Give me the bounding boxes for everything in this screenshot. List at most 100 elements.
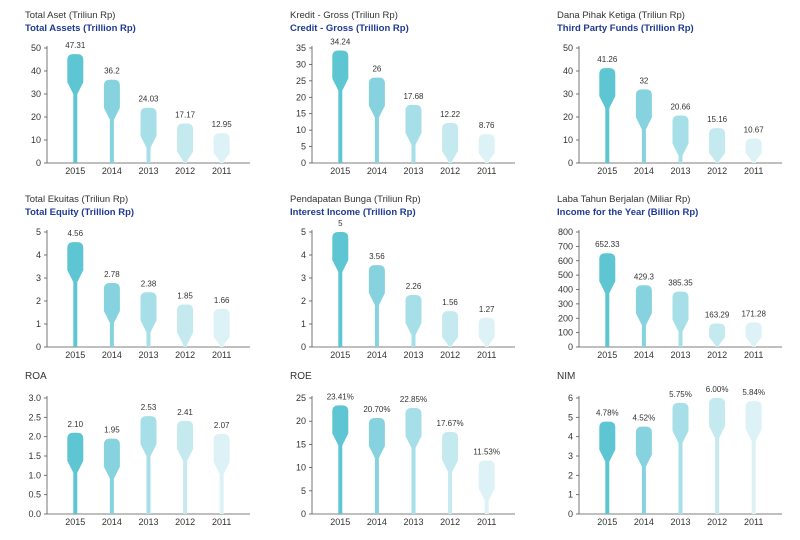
x-tick-label: 2013 — [138, 350, 158, 360]
bar-2011 — [213, 308, 230, 347]
bar-2014 — [368, 77, 385, 163]
x-tick-label: 2011 — [477, 517, 496, 527]
y-tick-label: 800 — [558, 227, 573, 237]
y-tick-label: 600 — [558, 256, 573, 266]
x-tick-label: 2011 — [744, 517, 763, 527]
data-label: 2.26 — [406, 282, 422, 291]
bar-2014 — [103, 283, 120, 347]
y-tick-label: 3.0 — [28, 393, 41, 403]
y-tick-label: 20 — [31, 112, 41, 122]
data-label: 12.22 — [440, 110, 461, 119]
chart-credit-gross: 0 5 10 15 20 25 30 35 34.24 2015 26 2014 17.68 2013 12… — [296, 37, 515, 176]
y-tick-label: 20 — [563, 112, 573, 122]
x-tick-label: 2012 — [440, 517, 460, 527]
x-tick-label: 2012 — [707, 350, 727, 360]
chart-total-assets: 0 10 20 30 40 50 47.31 2015 36.2 2014 24.03 2013 17.… — [31, 41, 250, 176]
x-tick-label: 2011 — [477, 350, 496, 360]
data-label: 2.53 — [141, 403, 157, 412]
y-tick-label: 0 — [568, 158, 573, 168]
data-label: 429.3 — [634, 272, 655, 281]
data-label: 5 — [338, 219, 343, 228]
y-tick-label: 300 — [558, 299, 573, 309]
chart-title-id: Dana Pihak Ketiga (Triliun Rp) — [557, 10, 685, 21]
data-label: 2.10 — [68, 420, 84, 429]
y-tick-label: 1 — [568, 490, 573, 500]
x-tick-label: 2012 — [440, 166, 460, 176]
y-tick-label: 35 — [296, 43, 306, 53]
y-tick-label: 10 — [31, 135, 41, 145]
chart-roa: 0.0 0.5 1.0 1.5 2.0 2.5 3.0 2.10 2015 1.95 2014 2.5… — [28, 393, 250, 527]
data-label: 385.35 — [668, 279, 693, 288]
bar-2012 — [442, 122, 459, 163]
data-label: 34.24 — [330, 37, 351, 46]
bar-2013 — [672, 291, 689, 347]
data-label: 3.56 — [369, 252, 385, 261]
y-tick-label: 0 — [301, 509, 306, 519]
y-tick-label: 50 — [31, 43, 41, 53]
x-tick-label: 2015 — [330, 350, 350, 360]
chart-income-for-year: 0 100 200 300 400 500 600 700 800 652.33 2015 429.3… — [558, 227, 782, 360]
y-tick-label: 0 — [301, 342, 306, 352]
chart-panel-interest-income: Pendapatan Bunga (Triliun Rp) Interest I… — [290, 194, 525, 364]
data-label: 163.29 — [705, 311, 730, 320]
y-tick-label: 0 — [301, 158, 306, 168]
x-tick-label: 2011 — [744, 350, 763, 360]
x-tick-label: 2011 — [477, 166, 496, 176]
y-tick-label: 2.5 — [28, 412, 41, 422]
bar-2011 — [213, 133, 230, 163]
chart-panel-credit-gross: Kredit - Gross (Triliun Rp) Credit - Gro… — [290, 10, 525, 180]
bar-2013 — [140, 107, 157, 163]
y-tick-label: 400 — [558, 285, 573, 295]
y-tick-label: 10 — [296, 125, 306, 135]
x-tick-label: 2013 — [138, 166, 158, 176]
bar-2011 — [745, 138, 762, 163]
bar-2013 — [405, 104, 422, 163]
x-tick-label: 2013 — [138, 517, 158, 527]
x-tick-label: 2014 — [102, 166, 122, 176]
x-tick-label: 2012 — [440, 350, 460, 360]
y-tick-label: 15 — [296, 439, 306, 449]
y-tick-label: 4 — [301, 250, 306, 260]
x-tick-label: 2012 — [175, 517, 195, 527]
chart-title-en: Third Party Funds (Trillion Rp) — [557, 23, 694, 34]
x-tick-label: 2013 — [403, 517, 423, 527]
data-label: 4.52% — [633, 414, 656, 423]
y-tick-label: 20 — [296, 416, 306, 426]
chart-panel-third-party-funds: Dana Pihak Ketiga (Triliun Rp) Third Par… — [557, 10, 792, 180]
data-label: 20.70% — [363, 405, 390, 414]
bar-2015 — [599, 68, 616, 163]
y-tick-label: 30 — [563, 89, 573, 99]
bar-2012 — [709, 128, 726, 163]
chart-title-id: Total Aset (Triliun Rp) — [25, 10, 116, 21]
bar-2012 — [709, 398, 726, 514]
x-tick-label: 2012 — [175, 350, 195, 360]
y-tick-label: 1.5 — [28, 451, 41, 461]
y-tick-label: 4 — [568, 432, 573, 442]
chart-title-en: Interest Income (Trillion Rp) — [290, 207, 416, 218]
x-tick-label: 2011 — [212, 517, 231, 527]
data-label: 12.95 — [212, 120, 233, 129]
data-label: 26 — [372, 65, 381, 74]
y-tick-label: 1.0 — [28, 470, 41, 480]
chart-title-id: Pendapatan Bunga (Triliun Rp) — [290, 194, 421, 205]
data-label: 2.38 — [141, 279, 157, 288]
x-tick-label: 2013 — [670, 517, 690, 527]
y-tick-label: 100 — [558, 328, 573, 338]
x-tick-label: 2011 — [212, 350, 231, 360]
chart-title: ROA — [25, 371, 47, 382]
data-label: 2.41 — [177, 408, 193, 417]
y-tick-label: 50 — [563, 43, 573, 53]
chart-panel-total-equity: Total Ekuitas (Triliun Rp) Total Equity … — [25, 194, 260, 364]
bar-2011 — [745, 322, 762, 347]
x-tick-label: 2015 — [597, 350, 617, 360]
chart-title: NIM — [557, 371, 576, 382]
chart-title-id: Kredit - Gross (Triliun Rp) — [290, 10, 398, 21]
chart-roe: 0 5 10 15 20 25 23.41% 2015 20.70% 2014 22.85% 2013… — [296, 392, 515, 527]
y-tick-label: 5 — [301, 227, 306, 237]
data-label: 4.56 — [68, 229, 84, 238]
bar-2015 — [599, 253, 616, 347]
chart-panel-total-assets: Total Aset (Triliun Rp) Total Assets (Tr… — [25, 10, 260, 180]
y-tick-label: 5 — [36, 227, 41, 237]
x-tick-label: 2013 — [403, 350, 423, 360]
y-tick-label: 200 — [558, 313, 573, 323]
